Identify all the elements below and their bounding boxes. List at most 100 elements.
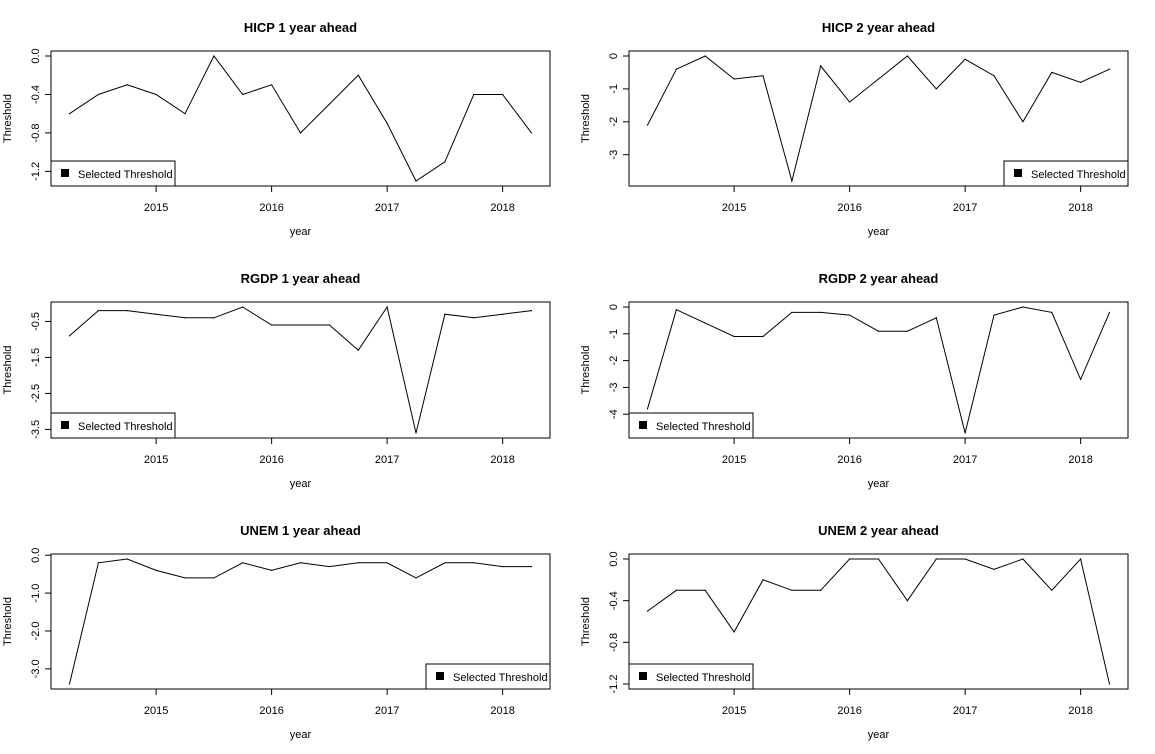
y-tick-label: 0.0 <box>608 551 620 566</box>
legend-label: Selected Threshold <box>78 169 173 181</box>
legend-box <box>628 412 754 439</box>
y-tick-label: 0.0 <box>30 48 42 63</box>
data-point <box>820 589 822 591</box>
data-point <box>704 322 706 324</box>
data-point <box>762 579 764 581</box>
y-axis-label: Threshold <box>580 346 592 395</box>
data-point <box>762 335 764 338</box>
data-point <box>762 75 764 77</box>
data-point <box>1080 81 1082 83</box>
x-tick-label: 2015 <box>722 202 746 214</box>
data-point <box>733 631 735 633</box>
chart-title: UNEM 1 year ahead <box>240 523 361 538</box>
x-axis-label: year <box>290 226 312 238</box>
y-tick-label: -0.8 <box>608 633 620 652</box>
data-point <box>646 610 649 612</box>
chart-title: RGDP 2 year ahead <box>819 271 939 286</box>
data-point <box>502 313 504 315</box>
plot-frame <box>50 50 551 187</box>
data-point <box>502 93 504 96</box>
x-tick-label: 2018 <box>1068 705 1092 717</box>
data-point <box>733 78 735 80</box>
x-tick-label: 2016 <box>259 454 283 466</box>
y-tick-label: -4 <box>608 409 620 419</box>
data-point <box>993 314 995 316</box>
data-point <box>444 313 446 315</box>
x-tick-label: 2017 <box>375 705 399 717</box>
data-point <box>646 408 649 410</box>
data-point <box>935 558 937 560</box>
y-tick-label: -3 <box>608 383 620 393</box>
data-point <box>849 558 851 560</box>
y-tick-label: -1.2 <box>608 675 620 694</box>
x-tick-label: 2016 <box>837 454 861 466</box>
data-point <box>473 317 475 319</box>
x-axis-label: year <box>290 729 312 741</box>
data-point <box>964 58 966 60</box>
data-point <box>68 683 71 685</box>
data-point <box>126 84 128 86</box>
legend: Selected Threshold <box>50 160 176 187</box>
data-point <box>357 349 359 351</box>
data-point <box>328 565 330 568</box>
data-point <box>97 93 99 96</box>
x-tick-label: 2015 <box>144 202 168 214</box>
data-point <box>68 335 71 337</box>
legend: Selected Threshold <box>50 412 176 439</box>
data-point <box>530 310 533 312</box>
legend-square-icon <box>1014 169 1022 177</box>
data-point <box>704 55 706 57</box>
y-tick-label: -1 <box>608 329 620 339</box>
x-tick-label: 2016 <box>259 202 283 214</box>
y-tick-label: -1.5 <box>30 348 42 367</box>
data-point <box>213 317 215 319</box>
legend-box <box>1003 160 1129 187</box>
legend-label: Selected Threshold <box>78 421 173 433</box>
data-point <box>530 132 533 134</box>
data-point <box>328 103 330 105</box>
data-point <box>1022 558 1024 560</box>
data-point <box>877 330 880 332</box>
x-tick-label: 2016 <box>837 705 861 717</box>
data-point <box>444 161 446 163</box>
data-point <box>935 88 937 90</box>
legend-square-icon <box>639 421 647 429</box>
data-point <box>1108 683 1111 685</box>
data-point <box>906 55 908 57</box>
y-axis-label: Threshold <box>580 597 592 646</box>
y-axis-label: Threshold <box>580 94 592 143</box>
x-tick-label: 2016 <box>837 202 861 214</box>
data-point <box>820 65 822 67</box>
legend-square-icon <box>61 421 69 429</box>
y-tick-label: -2 <box>608 356 620 366</box>
data-point <box>386 562 388 564</box>
chart-panel-4: RGDP 2 year ahead 2015 2016 2017 2018 0 -1 -2 -3… <box>580 271 1129 490</box>
y-tick-label: 0.0 <box>30 548 42 563</box>
data-point <box>1051 589 1053 591</box>
y-tick-label: -2.5 <box>30 384 42 403</box>
data-point <box>675 68 677 70</box>
legend-square-icon <box>639 672 647 680</box>
data-point <box>271 84 273 86</box>
legend-label: Selected Threshold <box>656 672 751 684</box>
data-point <box>126 558 128 560</box>
data-point <box>791 180 793 182</box>
data-point <box>328 324 330 326</box>
data-point <box>1022 121 1024 123</box>
x-tick-label: 2017 <box>953 705 977 717</box>
y-tick-label: -0.4 <box>30 85 42 104</box>
data-point <box>299 324 302 326</box>
y-tick-label: -1 <box>608 84 620 94</box>
data-point <box>1080 378 1082 380</box>
data-point <box>242 306 244 308</box>
y-tick-label: -0.8 <box>30 123 42 142</box>
data-point <box>1108 68 1111 70</box>
data-point <box>299 132 302 134</box>
x-axis-label: year <box>290 478 312 490</box>
data-point <box>993 568 995 571</box>
x-tick-label: 2018 <box>490 705 514 717</box>
y-tick-label: -1.2 <box>30 162 42 181</box>
y-tick-label: -0.5 <box>30 312 42 331</box>
data-point <box>126 310 128 312</box>
